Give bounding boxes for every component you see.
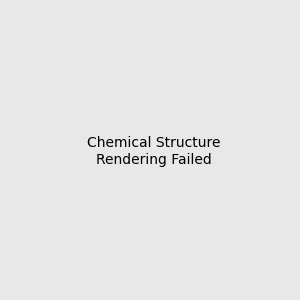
Text: Chemical Structure
Rendering Failed: Chemical Structure Rendering Failed	[87, 136, 220, 166]
